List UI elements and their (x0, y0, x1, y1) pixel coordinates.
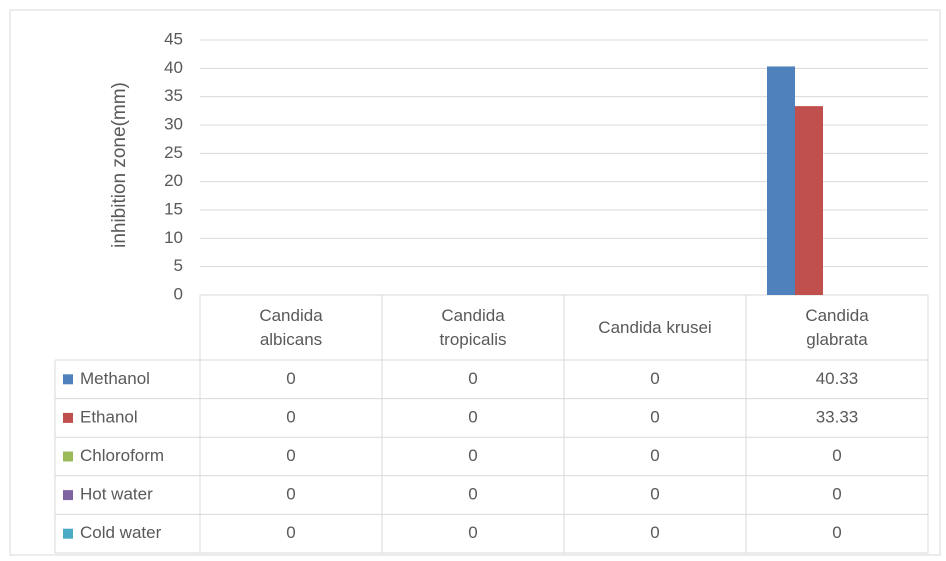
y-tick-label: 40 (164, 58, 183, 77)
y-tick-label: 5 (174, 256, 183, 275)
table-value: 0 (468, 485, 477, 504)
table-value: 0 (650, 369, 659, 388)
bar (795, 106, 823, 295)
category-cell: Candida albicans (200, 295, 382, 360)
table-value: 0 (468, 369, 477, 388)
y-tick-label: 45 (164, 29, 183, 48)
table-value: 0 (650, 407, 659, 426)
legend-key (63, 490, 73, 501)
y-tick-label: 15 (164, 199, 183, 218)
table-value: 33.33 (816, 407, 859, 426)
table-value: 0 (832, 446, 841, 465)
y-tick-label: 30 (164, 114, 183, 133)
table-value: 0 (468, 446, 477, 465)
bar (767, 66, 795, 295)
table-value: 0 (650, 523, 659, 542)
category-cell-box: Candida krusei (564, 295, 746, 360)
legend-label: Chloroform (80, 446, 164, 465)
legend-key (63, 451, 73, 462)
category-cell-box: Candida glabrata (746, 295, 928, 360)
table-value: 40.33 (816, 369, 859, 388)
legend-key (63, 374, 73, 385)
table-value: 0 (286, 523, 295, 542)
category-label: Candida tropicalis (439, 305, 507, 349)
table-value: 0 (468, 523, 477, 542)
y-tick-label: 25 (164, 143, 183, 162)
legend-label: Hot water (80, 485, 153, 504)
legend-label: Cold water (80, 523, 162, 542)
y-axis-title: inhibition zone(mm) (109, 82, 130, 248)
category-cell-box: Candida tropicalis (382, 295, 564, 360)
y-tick-label: 35 (164, 86, 183, 105)
y-tick-label: 20 (164, 171, 183, 190)
category-cell-box: Candida albicans (200, 295, 382, 360)
table-value: 0 (286, 446, 295, 465)
y-tick-label: 10 (164, 228, 183, 247)
table-value: 0 (286, 369, 295, 388)
y-tick-label: 0 (174, 284, 183, 303)
table-value: 0 (650, 485, 659, 504)
category-label: Candida krusei (598, 317, 712, 337)
table-value: 0 (286, 485, 295, 504)
category-cell: Candida krusei (564, 295, 746, 360)
table-value: 0 (650, 446, 659, 465)
table-value: 0 (286, 407, 295, 426)
table-value: 0 (468, 407, 477, 426)
category-label: Candida albicans (259, 305, 323, 349)
legend-label: Ethanol (80, 407, 138, 426)
legend-key (63, 528, 73, 539)
category-cell: Candida tropicalis (382, 295, 564, 360)
category-cell: Candida glabrata (746, 295, 928, 360)
table-value: 0 (832, 485, 841, 504)
legend-key (63, 412, 73, 423)
table-value: 0 (832, 523, 841, 542)
legend-label: Methanol (80, 369, 150, 388)
category-label: Candida glabrata (805, 305, 869, 349)
